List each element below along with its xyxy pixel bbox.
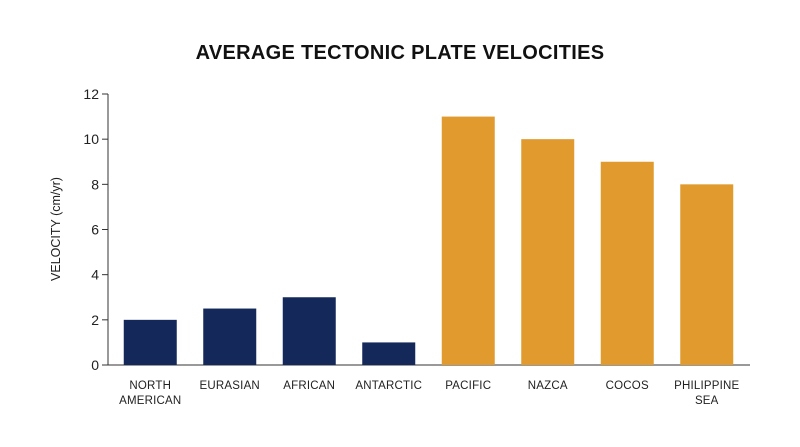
x-tick-label: ANTARCTIC (355, 380, 422, 392)
y-tick-label: 0 (91, 357, 99, 373)
x-tick-label: COCOS (606, 380, 649, 392)
bar (521, 139, 575, 365)
x-tick-label-line: NAZCA (528, 380, 568, 392)
x-tick-label-line: NORTH (129, 380, 171, 392)
x-tick-label: AFRICAN (283, 380, 335, 392)
x-tick-label-line: AMERICAN (119, 395, 181, 407)
bar (362, 342, 416, 365)
x-tick-label-line: AFRICAN (283, 380, 335, 392)
bar (680, 184, 734, 365)
category-labels: NORTH AMERICAN EURASIAN AFRICAN ANTARCTIC PAC… (119, 380, 739, 407)
x-tick-label: NORTH AMERICAN (119, 380, 181, 407)
y-axis-title: VELOCITY (cm/yr) (49, 177, 63, 281)
y-tick-label: 12 (83, 86, 99, 102)
x-tick-label: NAZCA (528, 380, 568, 392)
x-tick-label: PHILIPPINE SEA (674, 380, 739, 407)
x-tick-label: EURASIAN (200, 380, 260, 392)
x-tick-label-line: ANTARCTIC (355, 380, 422, 392)
x-tick-label-line: EURASIAN (200, 380, 260, 392)
y-tick-label: 8 (91, 176, 99, 192)
bar (203, 308, 257, 365)
x-tick-label-line: PACIFIC (445, 380, 491, 392)
x-tick-label-line: PHILIPPINE (674, 380, 739, 392)
y-tick-label: 2 (91, 312, 99, 328)
bar (600, 161, 654, 365)
bar (123, 319, 177, 365)
chart-title: AVERAGE TECTONIC PLATE VELOCITIES (195, 42, 605, 64)
y-tick-label: 10 (83, 131, 99, 147)
y-tick-label: 6 (91, 222, 99, 238)
bars (123, 116, 734, 365)
x-tick-label-line: SEA (695, 395, 719, 407)
x-tick-label: PACIFIC (445, 380, 491, 392)
y-tick-label: 4 (91, 267, 99, 283)
x-tick-label-line: COCOS (606, 380, 649, 392)
bar (441, 116, 495, 365)
bar (282, 297, 336, 365)
